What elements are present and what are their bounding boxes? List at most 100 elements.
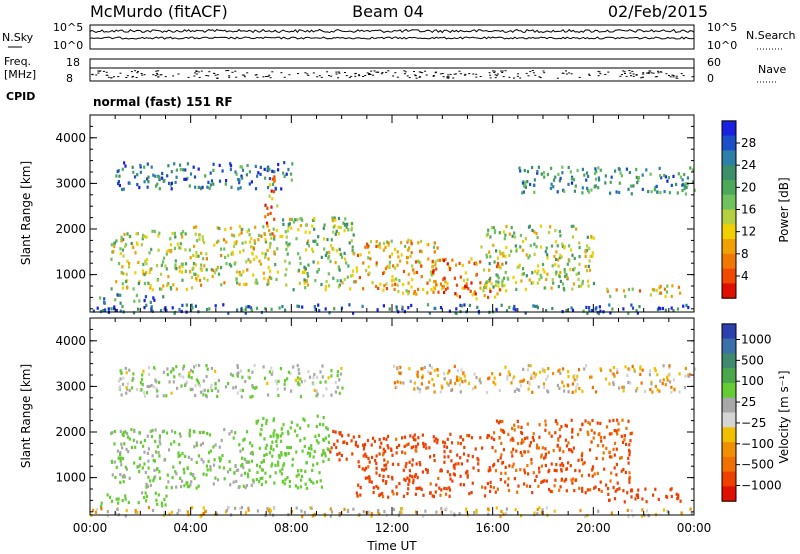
echo-cell [546,253,549,257]
echo-cell [475,508,478,513]
colorbar-tick-label: 100 [741,374,764,388]
echo-cell [197,254,200,258]
echo-cell [256,509,259,513]
echo-cell [530,461,533,465]
velocity-heatmap [90,363,697,519]
echo-cell [534,479,537,483]
echo-cell [641,368,644,372]
echo-cell [420,367,423,371]
echo-cell [616,368,619,372]
nave-point [113,76,115,78]
echo-cell [132,376,135,380]
echo-cell [568,259,571,263]
echo-cell [412,291,416,296]
echo-cell [162,429,166,433]
echo-cell [368,477,371,481]
colorbar-swatch [722,283,736,299]
echo-cell [470,281,473,285]
echo-cell [661,382,664,386]
echo-cell [179,242,182,246]
echo-cell [455,263,458,267]
echo-cell [536,507,539,512]
echo-cell [607,492,610,496]
echo-cell [429,491,432,495]
echo-cell [411,458,414,462]
echo-cell [609,294,612,298]
echo-cell [120,239,123,243]
echo-cell [609,180,612,184]
echo-cell [566,383,569,387]
echo-cell [503,237,506,241]
echo-cell [156,264,159,268]
echo-cell [220,253,223,258]
echo-cell [155,387,158,391]
echo-cell [612,381,615,385]
echo-cell [189,472,192,476]
echo-cell [322,459,325,463]
nave-point [394,72,397,74]
echo-cell [307,244,311,248]
echo-cell [628,471,631,475]
echo-cell [632,514,635,518]
echo-cell [247,508,250,512]
echo-cell [250,308,253,312]
echo-cell [343,507,346,511]
echo-cell [656,388,659,392]
echo-cell [217,378,220,383]
echo-cell [235,468,238,472]
echo-cell [407,482,410,486]
echo-cell [136,173,139,177]
echo-cell [436,246,439,250]
echo-cell [117,497,120,501]
echo-cell [653,188,656,192]
echo-cell [324,253,327,257]
echo-cell [262,365,265,369]
echo-cell [608,498,611,502]
echo-cell [630,495,633,499]
echo-cell [570,248,573,252]
echo-cell [194,272,197,276]
echo-cell [513,477,516,481]
nave-point [330,75,333,77]
echo-cell [434,306,437,310]
echo-cell [543,286,546,290]
echo-cell [470,491,473,495]
echo-cell [330,393,333,397]
echo-cell [516,419,519,423]
nave-point [415,75,417,77]
echo-cell [476,305,479,309]
echo-cell [638,305,641,309]
echo-cell [402,381,405,385]
echo-cell [256,470,259,474]
echo-cell [316,414,319,418]
echo-cell [391,477,394,481]
echo-cell [408,246,411,250]
echo-cell [599,435,602,440]
echo-cell [595,170,598,174]
echo-cell [399,365,402,369]
echo-cell [209,183,212,187]
echo-cell [181,303,184,307]
echo-cell [158,440,161,444]
echo-cell [499,252,502,256]
echo-cell [493,431,496,435]
echo-cell [557,285,560,289]
echo-cell [162,295,165,299]
colorbar-swatch [722,179,736,196]
echo-cell [324,454,327,458]
echo-cell [468,492,471,496]
nave-point [126,75,129,77]
echo-cell [236,391,239,395]
echo-cell [331,216,334,220]
echo-cell [300,509,303,513]
echo-cell [375,240,378,244]
echo-cell [351,269,355,273]
echo-cell [155,498,158,502]
echo-cell [299,262,302,266]
echo-cell [253,363,256,368]
nave-point [534,74,537,76]
echo-cell [501,281,504,285]
nave-point [493,70,496,72]
echo-cell [396,263,399,267]
echo-cell [342,221,345,225]
